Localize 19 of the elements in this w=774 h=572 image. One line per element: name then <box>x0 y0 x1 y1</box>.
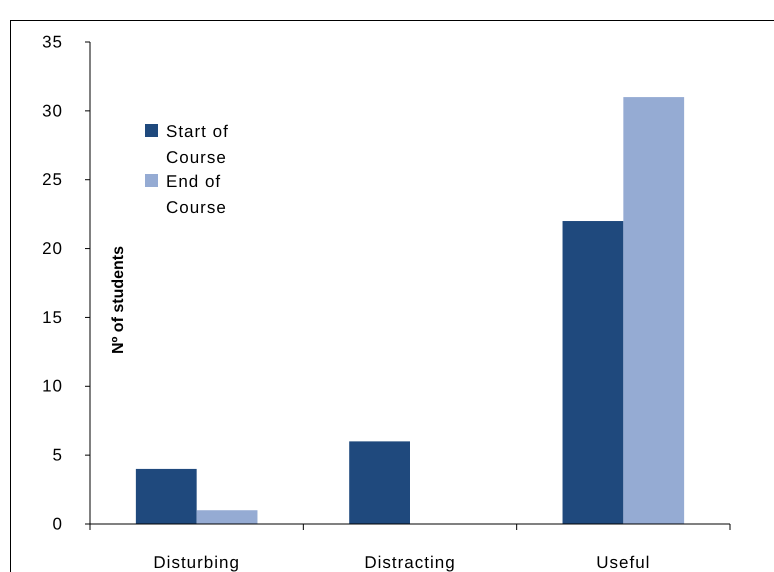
x-tick-label: Disturbing <box>153 553 240 572</box>
bar <box>562 221 624 524</box>
x-tick-label: Useful <box>596 553 650 572</box>
bar <box>623 97 684 524</box>
y-tick-label: 35 <box>42 32 63 52</box>
bar <box>196 510 258 524</box>
y-tick-label: 0 <box>52 514 63 534</box>
y-tick-label: 15 <box>42 308 63 327</box>
y-tick-label: 10 <box>42 376 63 396</box>
legend-label: Start of Course <box>166 122 229 167</box>
y-axis-title: Nº of students <box>110 246 127 354</box>
y-tick-label: 30 <box>42 101 63 120</box>
bar <box>349 441 410 524</box>
y-tick-label: 5 <box>52 446 63 465</box>
y-tick-label: 25 <box>42 170 63 190</box>
x-tick-label: Distracting <box>364 553 456 572</box>
y-tick-label: 20 <box>42 239 63 258</box>
legend-label: End of Course <box>166 172 227 217</box>
bar <box>136 468 197 524</box>
